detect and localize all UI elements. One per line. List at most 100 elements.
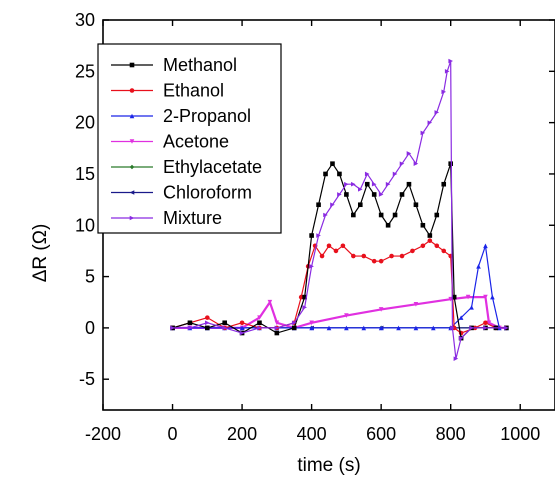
- legend-swatch-marker: [129, 62, 135, 68]
- data-point-methanol: [364, 181, 370, 187]
- y-tick-label: 5: [85, 267, 95, 287]
- data-point-methanol: [434, 212, 440, 218]
- data-point-2-propanol: [490, 294, 495, 300]
- data-point-mixture: [399, 161, 405, 166]
- data-point-acetone: [486, 320, 492, 326]
- data-point-methanol: [344, 192, 349, 197]
- data-point-mixture: [337, 192, 342, 197]
- legend-label: Mixture: [163, 208, 222, 228]
- data-point-acetone: [309, 320, 314, 326]
- data-point-mixture: [344, 181, 349, 187]
- data-point-ethanol: [378, 258, 384, 264]
- data-point-mixture: [222, 325, 227, 331]
- data-point-ethanol: [239, 320, 245, 326]
- data-point-acetone: [483, 294, 488, 300]
- series-acetone: [170, 294, 509, 331]
- data-point-methanol: [291, 325, 297, 331]
- data-point-mixture: [406, 151, 412, 156]
- legend-swatch-marker: [129, 139, 135, 144]
- data-point-2-propanol: [378, 325, 384, 331]
- data-point-acetone: [378, 307, 384, 312]
- series-mixture: [170, 58, 509, 361]
- data-point-2-propanol: [309, 325, 314, 331]
- data-point-mixture: [364, 171, 370, 177]
- data-point-acetone: [274, 320, 280, 326]
- data-point-ethanol: [319, 253, 325, 259]
- data-point-methanol: [427, 233, 433, 238]
- x-tick-label: -200: [85, 424, 121, 444]
- data-point-mixture: [427, 120, 433, 125]
- data-point-mixture: [257, 325, 262, 331]
- data-point-2-propanol: [396, 325, 401, 331]
- data-point-ethanol: [351, 253, 356, 259]
- data-point-2-propanol: [469, 305, 474, 310]
- data-point-ethanol: [333, 248, 339, 254]
- data-point-mixture: [469, 325, 474, 331]
- legend-label: Ethylacetate: [163, 157, 262, 177]
- y-tick-label: -5: [79, 369, 95, 389]
- data-point-methanol: [330, 161, 335, 166]
- x-tick-label: 200: [227, 424, 257, 444]
- legend-item-2-propanol: 2-Propanol: [111, 106, 251, 126]
- plot-series: [170, 58, 509, 361]
- data-point-methanol: [378, 212, 384, 218]
- data-point-2-propanol: [458, 315, 464, 320]
- y-tick-label: 25: [75, 61, 95, 81]
- data-point-mixture: [323, 212, 328, 218]
- legend-label: Chloroform: [163, 183, 252, 203]
- data-point-methanol: [257, 320, 262, 326]
- data-point-ethanol: [399, 253, 405, 259]
- data-point-methanol: [441, 181, 447, 187]
- data-point-mixture: [309, 264, 314, 269]
- data-point-mixture: [413, 161, 419, 166]
- data-point-acetone: [465, 294, 471, 300]
- data-point-mixture: [205, 320, 210, 326]
- x-tick-label: 800: [436, 424, 466, 444]
- data-point-mixture: [187, 325, 193, 331]
- data-point-2-propanol: [361, 325, 367, 331]
- data-point-ethanol: [361, 253, 367, 259]
- data-point-mixture: [291, 320, 297, 326]
- data-point-2-propanol: [413, 325, 419, 331]
- data-point-ethanol: [420, 243, 426, 249]
- data-point-methanol: [357, 202, 363, 208]
- data-point-mixture: [441, 89, 447, 95]
- legend-label: Acetone: [163, 132, 229, 152]
- y-axis-title: ΔR (Ω): [30, 224, 51, 283]
- data-point-mixture: [357, 187, 363, 192]
- data-point-mixture: [392, 171, 398, 177]
- data-point-2-propanol: [344, 325, 349, 331]
- data-point-acetone: [267, 299, 273, 305]
- data-point-mixture: [434, 110, 440, 115]
- data-point-mixture: [385, 181, 391, 187]
- legend-swatch-marker: [129, 164, 135, 170]
- data-point-methanol: [406, 181, 412, 187]
- data-point-ethanol: [434, 243, 440, 249]
- y-tick-label: 30: [75, 10, 95, 30]
- data-point-acetone: [257, 315, 262, 320]
- y-tick-label: 15: [75, 164, 95, 184]
- data-point-ethanol: [371, 258, 377, 264]
- legend-swatch-marker: [129, 215, 135, 221]
- data-point-methanol: [392, 212, 398, 218]
- y-tick-label: 0: [85, 318, 95, 338]
- legend-item-methanol: Methanol: [111, 55, 237, 75]
- data-point-mixture: [458, 335, 464, 341]
- data-point-mixture: [330, 202, 335, 208]
- x-tick-label: 400: [297, 424, 327, 444]
- data-point-ethanol: [340, 243, 346, 249]
- legend-item-acetone: Acetone: [111, 132, 229, 152]
- data-point-mixture: [450, 325, 455, 331]
- data-point-methanol: [399, 192, 405, 197]
- data-point-mixture: [274, 325, 280, 331]
- data-point-2-propanol: [431, 325, 436, 331]
- data-point-mixture: [453, 356, 459, 361]
- data-point-mixture: [371, 181, 377, 187]
- data-point-acetone: [344, 313, 349, 318]
- data-point-ethanol: [205, 315, 210, 320]
- legend: Methanol Ethanol 2-Propanol Acetone Ethylace…: [97, 43, 282, 234]
- y-tick-label: 20: [75, 113, 95, 133]
- series-line-2-propanol: [172, 245, 507, 329]
- data-point-acetone: [413, 301, 419, 307]
